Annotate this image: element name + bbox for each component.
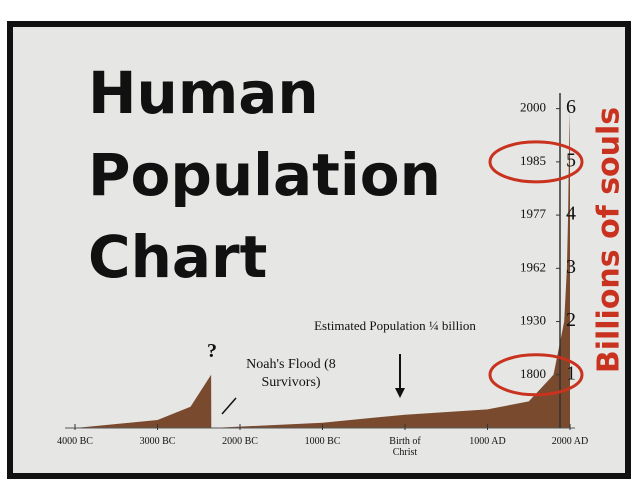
x-tick-label: 1000 BC [304,436,341,447]
y-tick-year: 1977 [520,206,547,221]
y-tick-year: 1930 [520,313,546,328]
y-tick-label: 1 [566,362,576,384]
chart-title: Human Population Chart [88,59,441,291]
y-tick-year: 1985 [520,153,546,168]
x-tick-label: Birth of Christ [389,436,421,458]
x-tick-label: 2000 BC [222,436,258,447]
x-tick-label: 1000 AD [469,436,506,447]
pointer [221,397,237,415]
annotation: ? [207,340,217,362]
y-tick-year: 1800 [520,366,546,381]
highlight-circle [488,140,584,184]
y-tick-label: 4 [566,203,576,225]
annotation: Estimated Population ¼ billion [314,318,476,333]
arrow-head [395,388,405,398]
y-tick-label: 3 [566,256,576,278]
annotation: Noah's Flood (8 Survivors) [246,357,336,390]
highlight-circle [488,353,584,397]
y-tick-label: 6 [566,96,576,118]
y-tick-year: 2000 [520,100,546,115]
y-tick-label: 5 [566,149,576,171]
x-tick-label: 3000 BC [139,436,176,447]
y-axis-label: Billions of souls [592,107,627,373]
x-tick-label: 2000 AD [551,436,589,447]
x-tick-label: 4000 BC [57,436,93,447]
frame [7,21,631,479]
y-tick-label: 2 [566,309,576,331]
y-tick-year: 1962 [520,259,546,274]
